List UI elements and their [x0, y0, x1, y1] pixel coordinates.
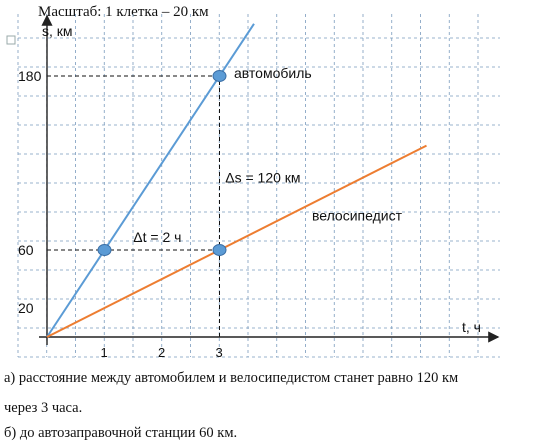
- dashed-guides: [47, 75, 220, 337]
- corner-handle-icon: [6, 35, 16, 45]
- y-tick-label: 180: [18, 68, 42, 84]
- cyclist-line: [46, 144, 427, 338]
- point-markers: [97, 70, 227, 256]
- answer-line-1: а) расстояние между автомобилем и велоси…: [4, 370, 459, 386]
- x-tick-label: 2: [158, 345, 165, 360]
- series-label-car: автомобиль: [234, 65, 312, 81]
- annotation-label: Δs = 120 км: [225, 170, 300, 186]
- chart-labels: 20 60 180 1 2 3 s, км t, ч автомобиль велосипедис…: [18, 23, 481, 360]
- x-tick-label: 1: [101, 345, 108, 360]
- y-axis-label: s, км: [42, 23, 73, 39]
- x-tick-label: 3: [216, 345, 223, 360]
- data-point: [97, 244, 112, 256]
- y-tick-label: 20: [18, 300, 34, 316]
- x-axis-label: t, ч: [462, 319, 481, 335]
- scale-note: Масштаб: 1 клетка – 20 км: [38, 4, 209, 20]
- axes: [39, 14, 500, 345]
- data-point: [212, 244, 227, 256]
- answer-line-2: через 3 часа.: [4, 400, 83, 416]
- y-tick-label: 60: [18, 242, 34, 258]
- grid: [17, 14, 500, 358]
- series-label-cyclist: велосипедист: [312, 207, 403, 223]
- annotation-label: Δt = 2 ч: [133, 229, 181, 245]
- data-point: [212, 70, 227, 82]
- answer-line-3: б) до автозаправочной станции 60 км.: [4, 425, 238, 441]
